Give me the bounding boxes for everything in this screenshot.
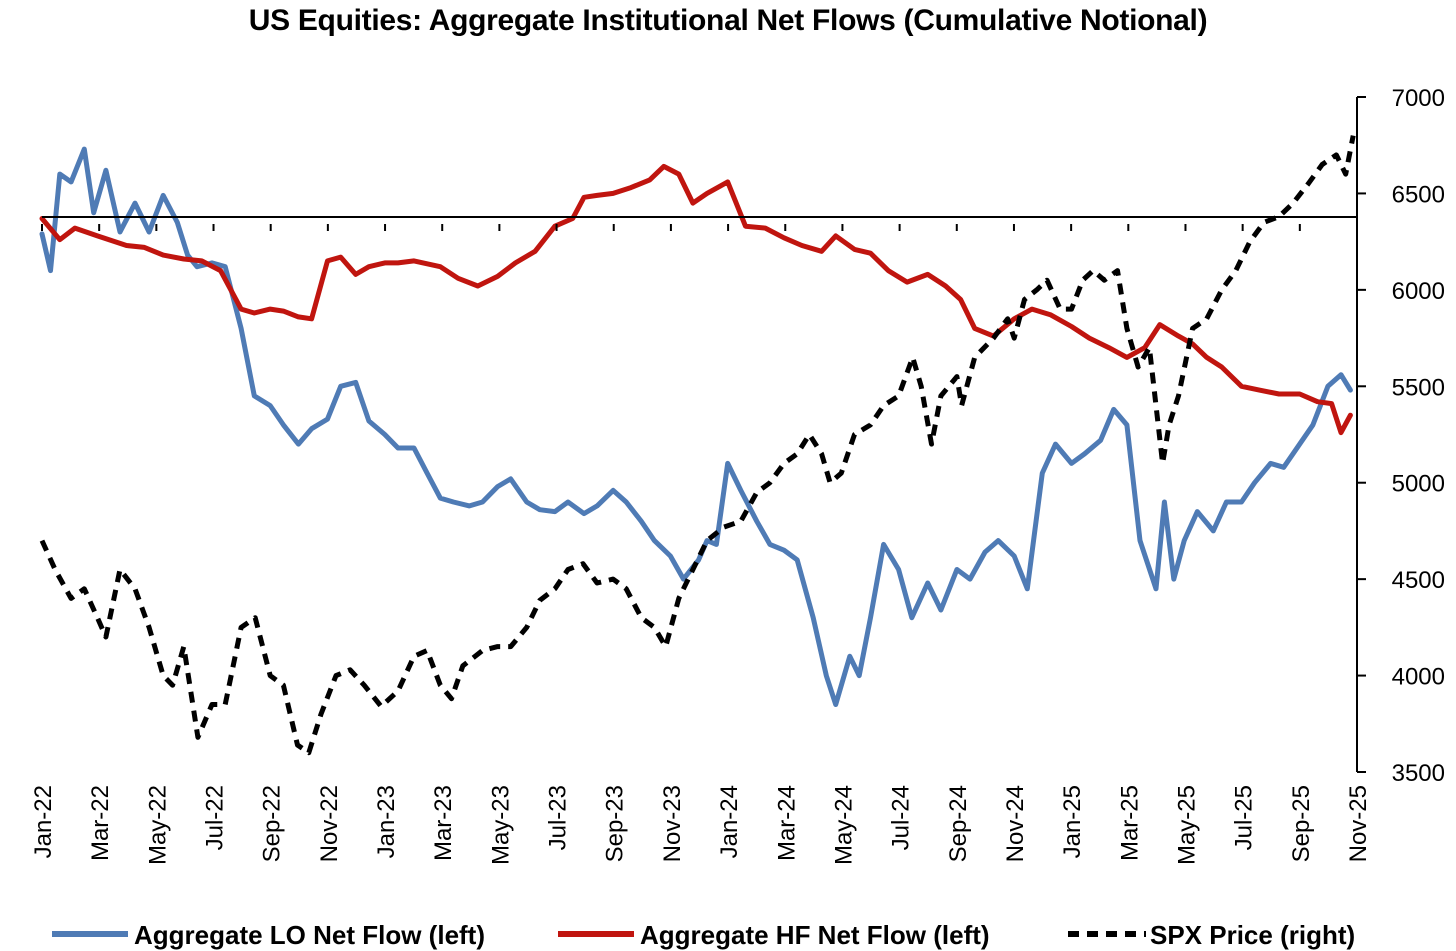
x-tick-label: Nov-22 <box>316 785 343 862</box>
x-tick-label: May-23 <box>487 785 514 865</box>
series-line-spx-price-right <box>39 135 1356 756</box>
x-tick-label: Sep-23 <box>602 785 629 862</box>
y-right-tick-label: 3500 <box>1392 760 1445 787</box>
y-right-tick-label: 4000 <box>1392 664 1445 691</box>
y-right-tick-label: 7000 <box>1392 85 1445 112</box>
y-right-tick-label: 5500 <box>1392 374 1445 401</box>
legend-label-spx-price-right: SPX Price (right) <box>1150 920 1355 950</box>
x-tick-label: Mar-22 <box>87 785 114 861</box>
x-tick-label: Jan-23 <box>373 785 400 858</box>
y-right-tick-label: 6500 <box>1392 181 1445 208</box>
x-tick-label: Jan-22 <box>30 785 57 858</box>
x-tick-label: Sep-25 <box>1288 785 1315 862</box>
x-tick-label: Jan-25 <box>1059 785 1086 858</box>
legend-label-aggregate-lo-net-flow-left: Aggregate LO Net Flow (left) <box>134 920 485 950</box>
x-tick-label: Nov-23 <box>659 785 686 862</box>
legend-label-aggregate-hf-net-flow-left: Aggregate HF Net Flow (left) <box>640 920 990 950</box>
x-tick-label: Jul-25 <box>1231 785 1258 850</box>
x-tick-label: Mar-25 <box>1116 785 1143 861</box>
series-line-aggregate-hf-net-flow-left <box>39 163 1353 436</box>
x-tick-label: May-22 <box>144 785 171 865</box>
x-tick-label: May-24 <box>830 785 857 865</box>
x-tick-label: Jul-23 <box>545 785 572 850</box>
x-tick-label: Nov-24 <box>1002 785 1029 862</box>
series-line-aggregate-lo-net-flow-left <box>39 146 1353 707</box>
y-right-tick-label: 6000 <box>1392 278 1445 305</box>
series-layer <box>39 135 1356 756</box>
x-tick-label: Nov-25 <box>1345 785 1372 862</box>
x-tick-label: Sep-24 <box>945 785 972 862</box>
legend: Aggregate LO Net Flow (left) Aggregate HF… <box>52 920 1355 950</box>
x-tick-label: Mar-24 <box>773 785 800 861</box>
x-tick-label: Jan-24 <box>716 785 743 858</box>
chart-title: US Equities: Aggregate Institutional Net… <box>248 4 1208 37</box>
x-tick-label: May-25 <box>1174 785 1201 865</box>
axis-layer: 3500 4000 4500 5000 5500 6000 6500 7000 Jan-22 Ma… <box>30 85 1445 865</box>
x-tick-label: Sep-22 <box>259 785 286 862</box>
y-right-tick-label: 4500 <box>1392 567 1445 594</box>
x-tick-label: Jul-22 <box>202 785 229 850</box>
x-tick-label: Mar-23 <box>430 785 457 861</box>
y-right-tick-label: 5000 <box>1392 471 1445 498</box>
x-tick-label: Jul-24 <box>888 785 915 850</box>
